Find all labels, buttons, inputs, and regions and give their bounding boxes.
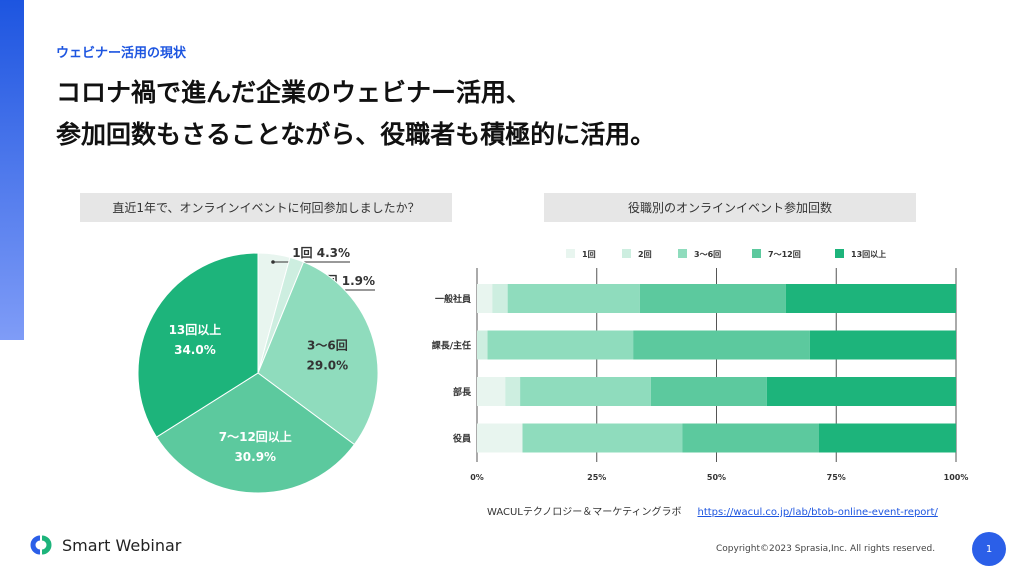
pie-value: 29.0%	[307, 359, 349, 373]
category-label: 部長	[453, 386, 472, 398]
category-label: 役員	[452, 433, 471, 445]
x-tick-label: 75%	[827, 473, 846, 482]
page-number: 1	[972, 532, 1006, 566]
pie-label: 7〜12回以上	[219, 429, 292, 444]
legend-swatch	[835, 249, 844, 258]
bar-segment	[819, 423, 956, 453]
pie-label: 1回 4.3%	[292, 246, 350, 260]
bar-segment	[522, 423, 683, 453]
source: WACULテクノロジー＆マーケティングラボ https://wacul.co.jp…	[487, 503, 938, 518]
title-line-1: コロナ禍で進んだ企業のウェビナー活用、	[56, 78, 532, 107]
legend-swatch	[566, 249, 575, 258]
legend-label: 7〜12回	[768, 250, 801, 259]
pie-question: 直近1年で、オンラインイベントに何回参加しましたか？	[80, 193, 452, 222]
legend-label: 1回	[582, 250, 596, 259]
bar-segment	[492, 284, 508, 313]
accent-strip	[0, 0, 24, 340]
bar-segment	[505, 377, 521, 406]
bar-segment	[487, 330, 634, 360]
bar-segment	[477, 423, 523, 453]
pie-slice	[257, 261, 379, 446]
bar-segment	[809, 330, 956, 360]
source-link[interactable]: https://wacul.co.jp/lab/btob-online-even…	[697, 507, 938, 518]
bar-segment	[682, 423, 820, 453]
x-tick-label: 0%	[470, 473, 484, 482]
x-tick-label: 100%	[944, 473, 969, 482]
bar-segment	[520, 377, 651, 406]
pie-slice	[137, 252, 259, 438]
legend-label: 2回	[638, 250, 652, 259]
page-title: コロナ禍で進んだ企業のウェビナー活用、 参加回数もさることながら、役職者も積極的…	[56, 72, 655, 156]
logo: Smart Webinar	[26, 535, 181, 555]
copyright: Copyright©2023 Sprasia,Inc. All rights r…	[716, 544, 936, 554]
bar-segment	[507, 284, 640, 313]
bar-segment	[477, 284, 493, 313]
category-label: 課長/主任	[432, 340, 471, 352]
x-tick-label: 25%	[587, 473, 606, 482]
bar-segment	[477, 330, 488, 360]
section-label: ウェビナー活用の現状	[56, 46, 187, 61]
bar-title: 役職別のオンラインイベント参加回数	[544, 193, 916, 222]
legend-label: 3〜6回	[694, 250, 721, 259]
title-line-2: 参加回数もさることながら、役職者も積極的に活用。	[56, 120, 656, 149]
legend-swatch	[678, 249, 687, 258]
category-label: 一般社員	[435, 293, 471, 305]
logo-text: Smart Webinar	[62, 535, 182, 555]
legend-swatch	[752, 249, 761, 258]
x-tick-label: 50%	[707, 473, 726, 482]
pie-value: 30.9%	[234, 450, 276, 464]
bar-segment	[766, 377, 956, 406]
bar-segment	[650, 377, 767, 406]
pie-label: 13回以上	[169, 322, 222, 337]
legend-swatch	[622, 249, 631, 258]
logo-icon	[30, 535, 52, 555]
pie-value: 34.0%	[174, 343, 216, 357]
bar-segment	[633, 330, 810, 360]
bar-segment	[477, 377, 506, 406]
legend-label: 13回以上	[851, 249, 886, 259]
source-label: WACULテクノロジー＆マーケティングラボ	[487, 507, 682, 518]
bar-segment	[639, 284, 786, 313]
bar-segment	[785, 284, 956, 313]
pie-label: 3〜6回	[307, 339, 348, 353]
pie-slice	[155, 372, 356, 494]
